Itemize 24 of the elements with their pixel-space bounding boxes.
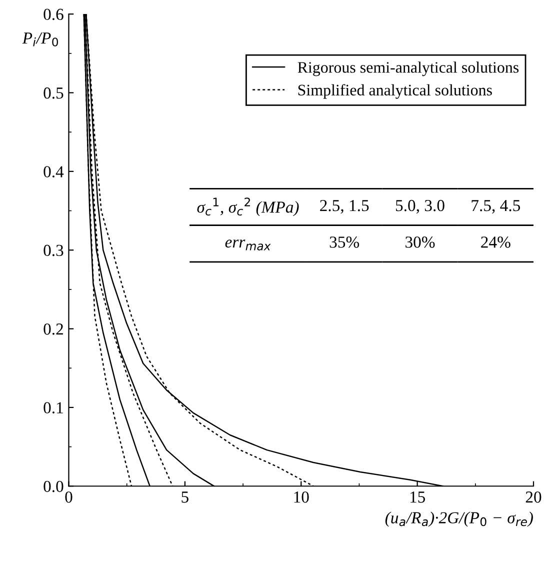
annotation: 7.5, 4.5 <box>472 200 520 214</box>
annotation: 5.0, 3.0 <box>396 200 444 214</box>
annotation: 30% <box>406 236 435 248</box>
y-tick-label: 0.5 <box>44 87 64 99</box>
y-axis-title: P$_{i}$/P$_{0}$ <box>22 32 58 46</box>
annotation: 2.5, 1.5 <box>320 200 369 214</box>
y-tick-label: 0.0 <box>44 480 64 492</box>
x-tick-label: 0 <box>65 491 72 503</box>
x-tick-label: 5 <box>182 492 188 503</box>
x-tick-label: 15 <box>410 492 425 503</box>
y-tick-label: 0.6 <box>44 8 64 20</box>
y-tick-label: 0.2 <box>44 323 63 335</box>
y-tick-label: 0.3 <box>44 244 64 256</box>
annotation: 35% <box>330 236 360 248</box>
legend-label: Simplified analytical solutions <box>298 84 492 99</box>
text: (u$_{a}$/R$_{a}$)·2G/(P$_{0}$ − σ$_{re}$) <box>385 512 533 527</box>
y-tick-label: 0.1 <box>44 402 63 414</box>
y-tick-label: 0.4 <box>44 166 64 178</box>
annotation: 24% <box>481 236 510 248</box>
legend-label: Rigorous semi-analytical solutions <box>298 62 519 76</box>
annotation: σ$_{c}$$^{1}$, σ$_{c}$$^{2}$ (MPa) <box>197 198 299 216</box>
x-tick-label: 10 <box>294 491 309 503</box>
annotation: err$_{max}$ <box>225 240 271 250</box>
x-tick-label: 20 <box>526 491 542 503</box>
